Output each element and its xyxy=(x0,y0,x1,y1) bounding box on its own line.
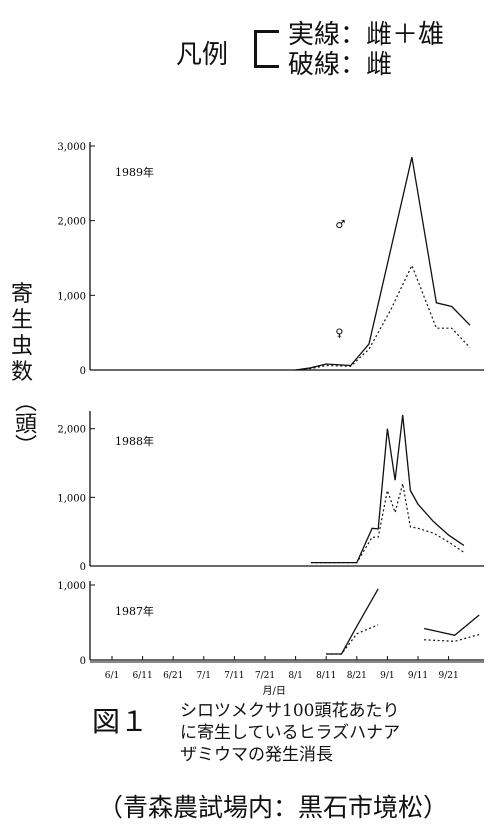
x-tick-label: 6/11 xyxy=(132,671,152,681)
legend-dashed-line: 破線：雌 xyxy=(288,50,393,80)
x-tick-label: 9/11 xyxy=(408,671,428,681)
x-tick-label: 9/1 xyxy=(380,671,394,681)
y-tick-label: 2,000 xyxy=(57,425,86,436)
caption-line: ザミウマの発生消長 xyxy=(180,745,333,765)
x-tick-label: 7/1 xyxy=(197,671,211,681)
ylabel-char: 虫 xyxy=(10,334,33,359)
y-tick-label: 1,000 xyxy=(57,581,86,592)
legend-label: 凡例 xyxy=(176,40,229,70)
x-tick-label: 7/21 xyxy=(255,671,275,681)
panel-year-label: 1988年 xyxy=(115,434,154,448)
x-tick-label: 9/21 xyxy=(438,671,458,681)
x-tick-label: 6/1 xyxy=(105,671,119,681)
ylabel-char: 数 xyxy=(10,360,33,385)
series-annotation: ♂ xyxy=(335,218,345,231)
figure-number: 図１ xyxy=(92,705,149,738)
x-tick-label: 8/1 xyxy=(288,671,302,681)
series-line-dashed xyxy=(326,624,379,655)
ylabel-char: 寄 xyxy=(10,282,33,307)
y-tick-label: 3,000 xyxy=(57,142,86,153)
series-line-dashed xyxy=(295,263,471,371)
x-tick-label: 8/21 xyxy=(347,671,367,681)
y-tick-label: 1,000 xyxy=(57,291,86,302)
y-tick-label: 0 xyxy=(80,562,86,573)
x-tick-label: 6/21 xyxy=(163,671,183,681)
legend-solid-line: 実線：雌＋雄 xyxy=(288,20,445,50)
series-line-solid xyxy=(326,588,379,655)
legend-bracket xyxy=(254,30,279,68)
caption-line: シロツメクサ100頭花あたり xyxy=(180,701,400,721)
caption-line: に寄生しているヒラズハナア xyxy=(180,723,401,743)
x-tick-label: 8/11 xyxy=(316,671,336,681)
ylabel-char: 生 xyxy=(10,308,33,333)
series-line-dashed xyxy=(424,633,480,642)
figure-caption: シロツメクサ100頭花あたり に寄生しているヒラズハナア ザミウマの発生消長 xyxy=(180,700,480,766)
series-line-solid xyxy=(295,157,471,371)
ylabel-unit: （頭） xyxy=(11,390,36,456)
series-line-solid xyxy=(310,414,465,564)
y-tick-label: 1,000 xyxy=(57,493,86,504)
y-tick-label: 0 xyxy=(80,656,86,667)
chart: 0 1,000 2,000 3,000 1989年 ♂ ♀ 0 1,000 2,000 1988年 0… xyxy=(57,142,484,697)
y-tick-label: 2,000 xyxy=(57,217,86,228)
x-tick-label: 7/11 xyxy=(224,671,244,681)
source-note: （青森農試場内：黒石市境松） xyxy=(98,793,449,822)
series-line-dashed xyxy=(310,483,465,564)
panel-year-label: 1989年 xyxy=(115,165,154,179)
series-annotation: ♀ xyxy=(335,326,343,339)
y-tick-label: 0 xyxy=(80,366,86,377)
panel-year-label: 1987年 xyxy=(115,604,154,618)
series-line-solid xyxy=(423,614,480,637)
legend: 凡例 実線：雌＋雄 破線：雌 xyxy=(176,14,496,80)
x-axis-label: 月/日 xyxy=(262,685,285,697)
y-axis-label: 寄 生 虫 数 （頭） xyxy=(10,282,36,456)
